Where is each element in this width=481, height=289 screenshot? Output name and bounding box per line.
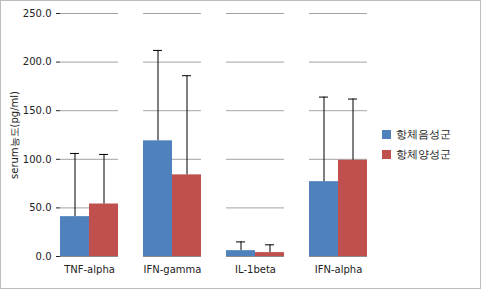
- svg-text:50.0: 50.0: [29, 202, 51, 213]
- svg-text:200.0: 200.0: [23, 56, 52, 67]
- svg-text:100.0: 100.0: [23, 154, 52, 165]
- svg-text:0.0: 0.0: [36, 251, 52, 262]
- svg-text:250.0: 250.0: [23, 8, 52, 19]
- html-text:항체양성군: 항체양성군: [396, 148, 451, 161]
- svg-text:IFN-gamma: IFN-gamma: [144, 264, 202, 275]
- svg-text:IFN-alpha: IFN-alpha: [315, 264, 363, 275]
- svg-text:serum농도(pg/ml): serum농도(pg/ml): [9, 91, 20, 179]
- html-text:항체음성군: 항체음성군: [396, 128, 451, 141]
- svg-text:TNF-alpha: TNF-alpha: [63, 264, 115, 275]
- svg-text:IL-1beta: IL-1beta: [235, 264, 276, 275]
- svg-text:150.0: 150.0: [23, 105, 52, 116]
